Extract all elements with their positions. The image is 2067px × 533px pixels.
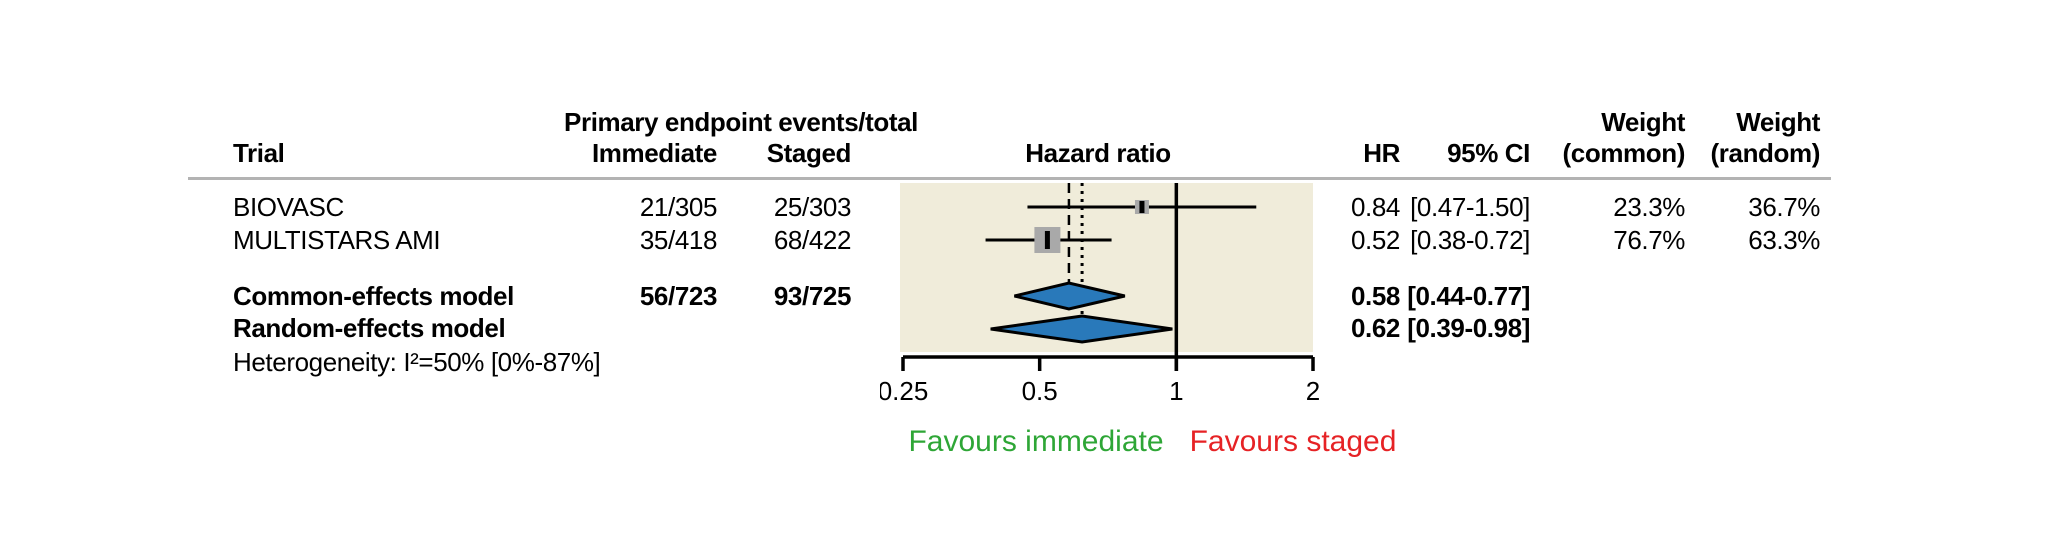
trial-name: MULTISTARS AMI [233,225,441,255]
column-header-95ci: 95% CI [1447,138,1530,168]
column-header-group-events-total: Primary endpoint events/total [564,107,918,137]
trial-name: BIOVASC [233,192,344,222]
forest-plot-panel: 0.25 0.5 1 2 [880,183,1320,406]
weight-common-value: 23.3% [1613,192,1685,222]
header-divider-rule [188,177,1831,180]
column-header-weight-common-line1: Weight [1601,107,1685,137]
ci-value: [0.38-0.72] [1410,225,1530,255]
immediate-events: 35/418 [639,225,718,255]
weight-random-value: 63.3% [1748,225,1820,255]
hr-value: 0.84 [1350,192,1400,222]
ci-value: [0.44-0.77] [1407,281,1530,311]
column-header-immediate: Immediate [591,138,717,168]
summary-diamond [990,314,1173,344]
ci-value: [0.39-0.98] [1407,313,1530,343]
x-axis-tick-label: 0.5 [1022,376,1058,406]
study-point-estimate-tick [1044,231,1050,249]
summary-diamond [1014,281,1126,311]
immediate-total: 56/723 [639,281,718,311]
column-header-hr: HR [1363,138,1400,168]
x-axis-tick-label: 1 [1169,376,1183,406]
column-header-weight-common-line2: (common) [1562,138,1686,168]
x-axis-tick-label: 0.25 [880,376,928,406]
study-point-estimate-tick [1139,201,1145,213]
column-header-staged: Staged [766,138,852,168]
staged-total: 93/725 [773,281,852,311]
heterogeneity-note: Heterogeneity: I²=50% [0%-87%] [233,347,601,377]
weight-common-value: 76.7% [1613,225,1685,255]
model-label: Random-effects model [233,313,506,343]
column-header-hazard-ratio: Hazard ratio [1025,138,1171,168]
weight-random-value: 36.7% [1748,192,1820,222]
column-header-trial: Trial [233,138,285,168]
ci-value: [0.47-1.50] [1410,192,1530,222]
immediate-events: 21/305 [639,192,718,222]
hr-value: 0.58 [1350,281,1400,311]
staged-events: 25/303 [773,192,852,222]
favours-immediate-label: Favours immediate [908,425,1164,458]
column-header-weight-random-line2: (random) [1710,138,1821,168]
favours-staged-label: Favours staged [1189,425,1397,458]
x-axis-tick-label: 2 [1306,376,1320,406]
hr-value: 0.62 [1350,313,1400,343]
hr-value: 0.52 [1350,225,1400,255]
staged-events: 68/422 [773,225,852,255]
column-header-weight-random-line1: Weight [1736,107,1820,137]
model-label: Common-effects model [233,281,514,311]
